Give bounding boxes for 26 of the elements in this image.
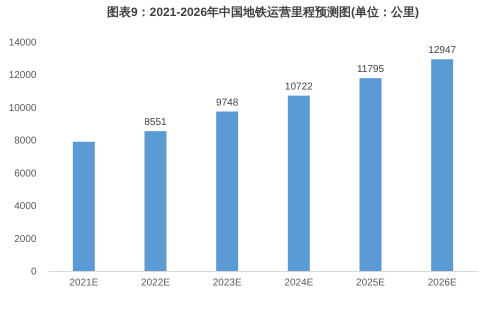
data-label: 11795 [356,64,384,76]
x-tick-label: 2022E [141,278,170,288]
y-tick-label: 10000 [8,102,37,114]
y-tick-label: 6000 [14,168,37,180]
y-tick-label: 4000 [14,201,37,212]
y-tick-label: 2000 [14,234,37,245]
x-tick-label: 2021E [69,278,99,288]
bar [72,142,95,271]
x-tick-label: 2023E [212,278,242,288]
y-tick-label: 0 [30,266,37,278]
data-label: 8551 [144,117,168,128]
data-label: 9748 [216,98,239,109]
x-tick-label: 2026E [428,278,457,288]
x-tick-label: 2025E [356,278,386,288]
y-tick-label: 12000 [8,70,37,82]
chart-title: 图表9：2021-2026年中国地铁运营里程预测图(单位：公里) [106,5,420,19]
y-tick-label: 8000 [14,136,37,147]
y-tick-label: 14000 [8,38,37,48]
bar [288,96,310,271]
bar [431,59,454,271]
x-tick-label: 2024E [284,278,314,288]
bar [144,131,166,271]
data-label: 10722 [284,82,314,93]
bar [360,78,382,271]
bar [216,112,238,271]
data-label: 12947 [428,45,457,56]
